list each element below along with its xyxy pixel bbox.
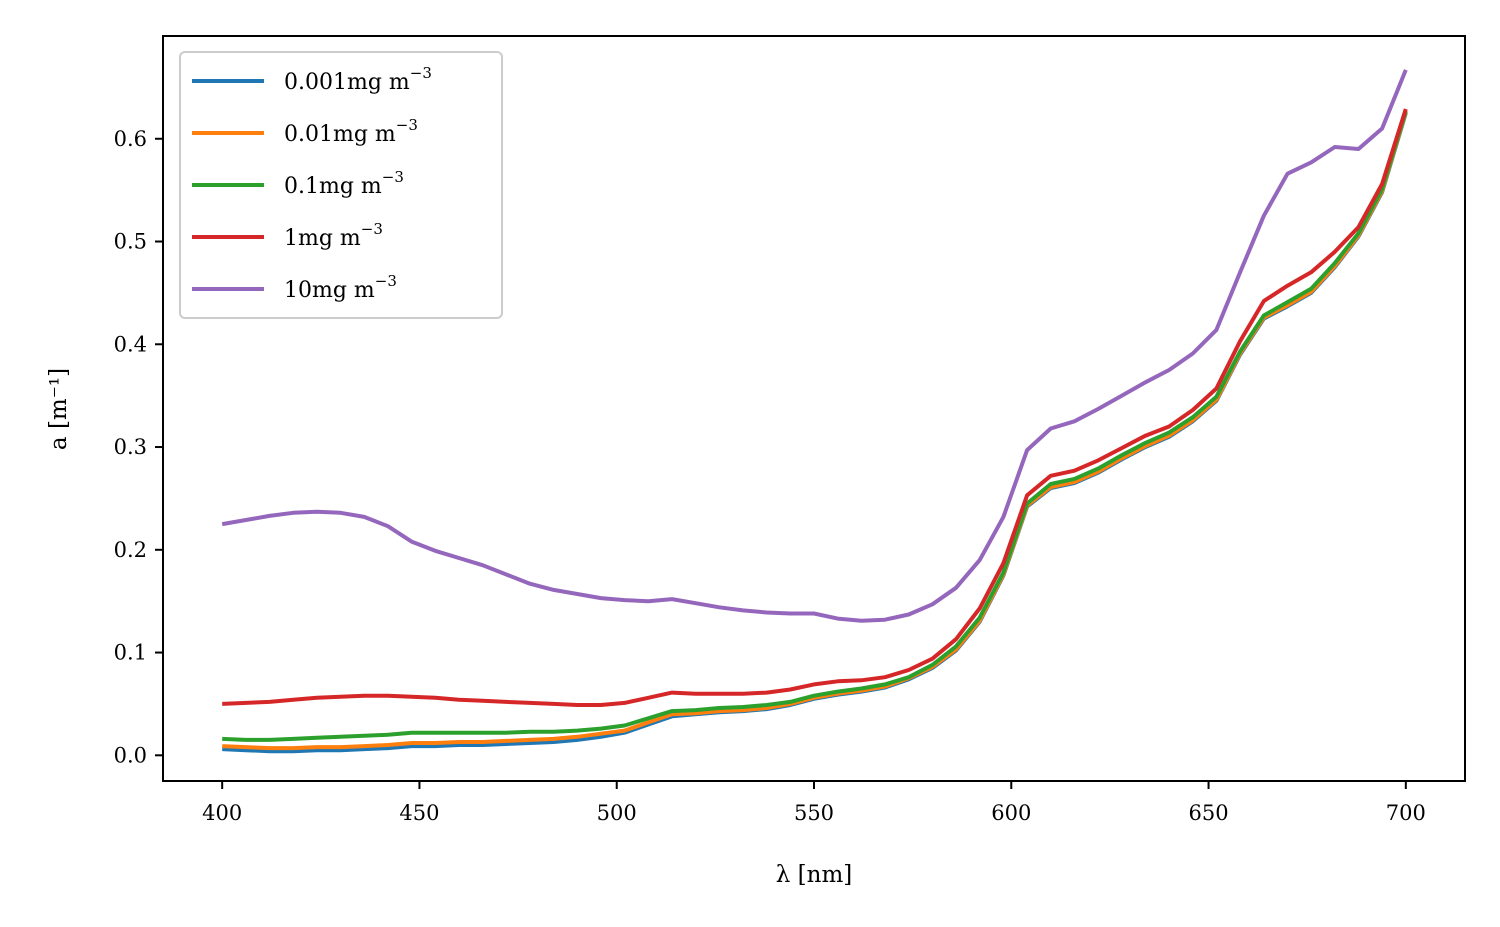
legend-label-0: 0.001mg m−3	[284, 64, 432, 95]
y-tick-label-2: 0.2	[114, 538, 147, 562]
legend-label-2: 0.1mg m−3	[284, 168, 404, 199]
x-tick-label-3: 550	[794, 801, 834, 825]
series-line-4	[221, 69, 1408, 623]
series-line-2	[222, 110, 1408, 742]
x-tick-label-4: 600	[991, 801, 1031, 825]
y-tick-label-3: 0.3	[114, 435, 147, 459]
legend: 0.001mg m−3 0.01mg m−3 0.1mg m−3 1mg m−3 10m…	[179, 51, 503, 319]
x-tick-label-0: 400	[202, 801, 242, 825]
series-line-1	[222, 111, 1408, 751]
y-axis-label: a [m⁻¹]	[46, 368, 72, 450]
legend-box	[179, 51, 503, 319]
x-tick-label-5: 650	[1188, 801, 1228, 825]
y-axis: 0.0 0.1 0.2 0.3 0.4 0.5 0.6	[114, 127, 163, 767]
plot-area	[162, 35, 1466, 782]
y-tick-label-6: 0.6	[114, 127, 147, 151]
y-tick-label-5: 0.5	[114, 230, 147, 254]
x-tick-label-2: 500	[597, 801, 637, 825]
y-tick-label-1: 0.1	[114, 641, 147, 665]
y-tick-label-4: 0.4	[114, 332, 147, 356]
x-tick-label-1: 450	[399, 801, 439, 825]
series-line-3	[222, 108, 1408, 707]
legend-label-1: 0.01mg m−3	[284, 116, 418, 147]
series-layer	[221, 69, 1408, 754]
y-tick-label-0: 0.0	[114, 743, 147, 767]
legend-label-4: 10mg m−3	[284, 272, 397, 303]
legend-entries: 0.001mg m−3 0.01mg m−3 0.1mg m−3 1mg m−3 10m…	[192, 64, 432, 303]
legend-label-3: 1mg m−3	[284, 220, 383, 251]
x-tick-label-6: 700	[1386, 801, 1426, 825]
x-axis: 400 450 500 550 600 650 700	[202, 781, 1426, 825]
x-axis-label: λ [nm]	[776, 862, 852, 888]
